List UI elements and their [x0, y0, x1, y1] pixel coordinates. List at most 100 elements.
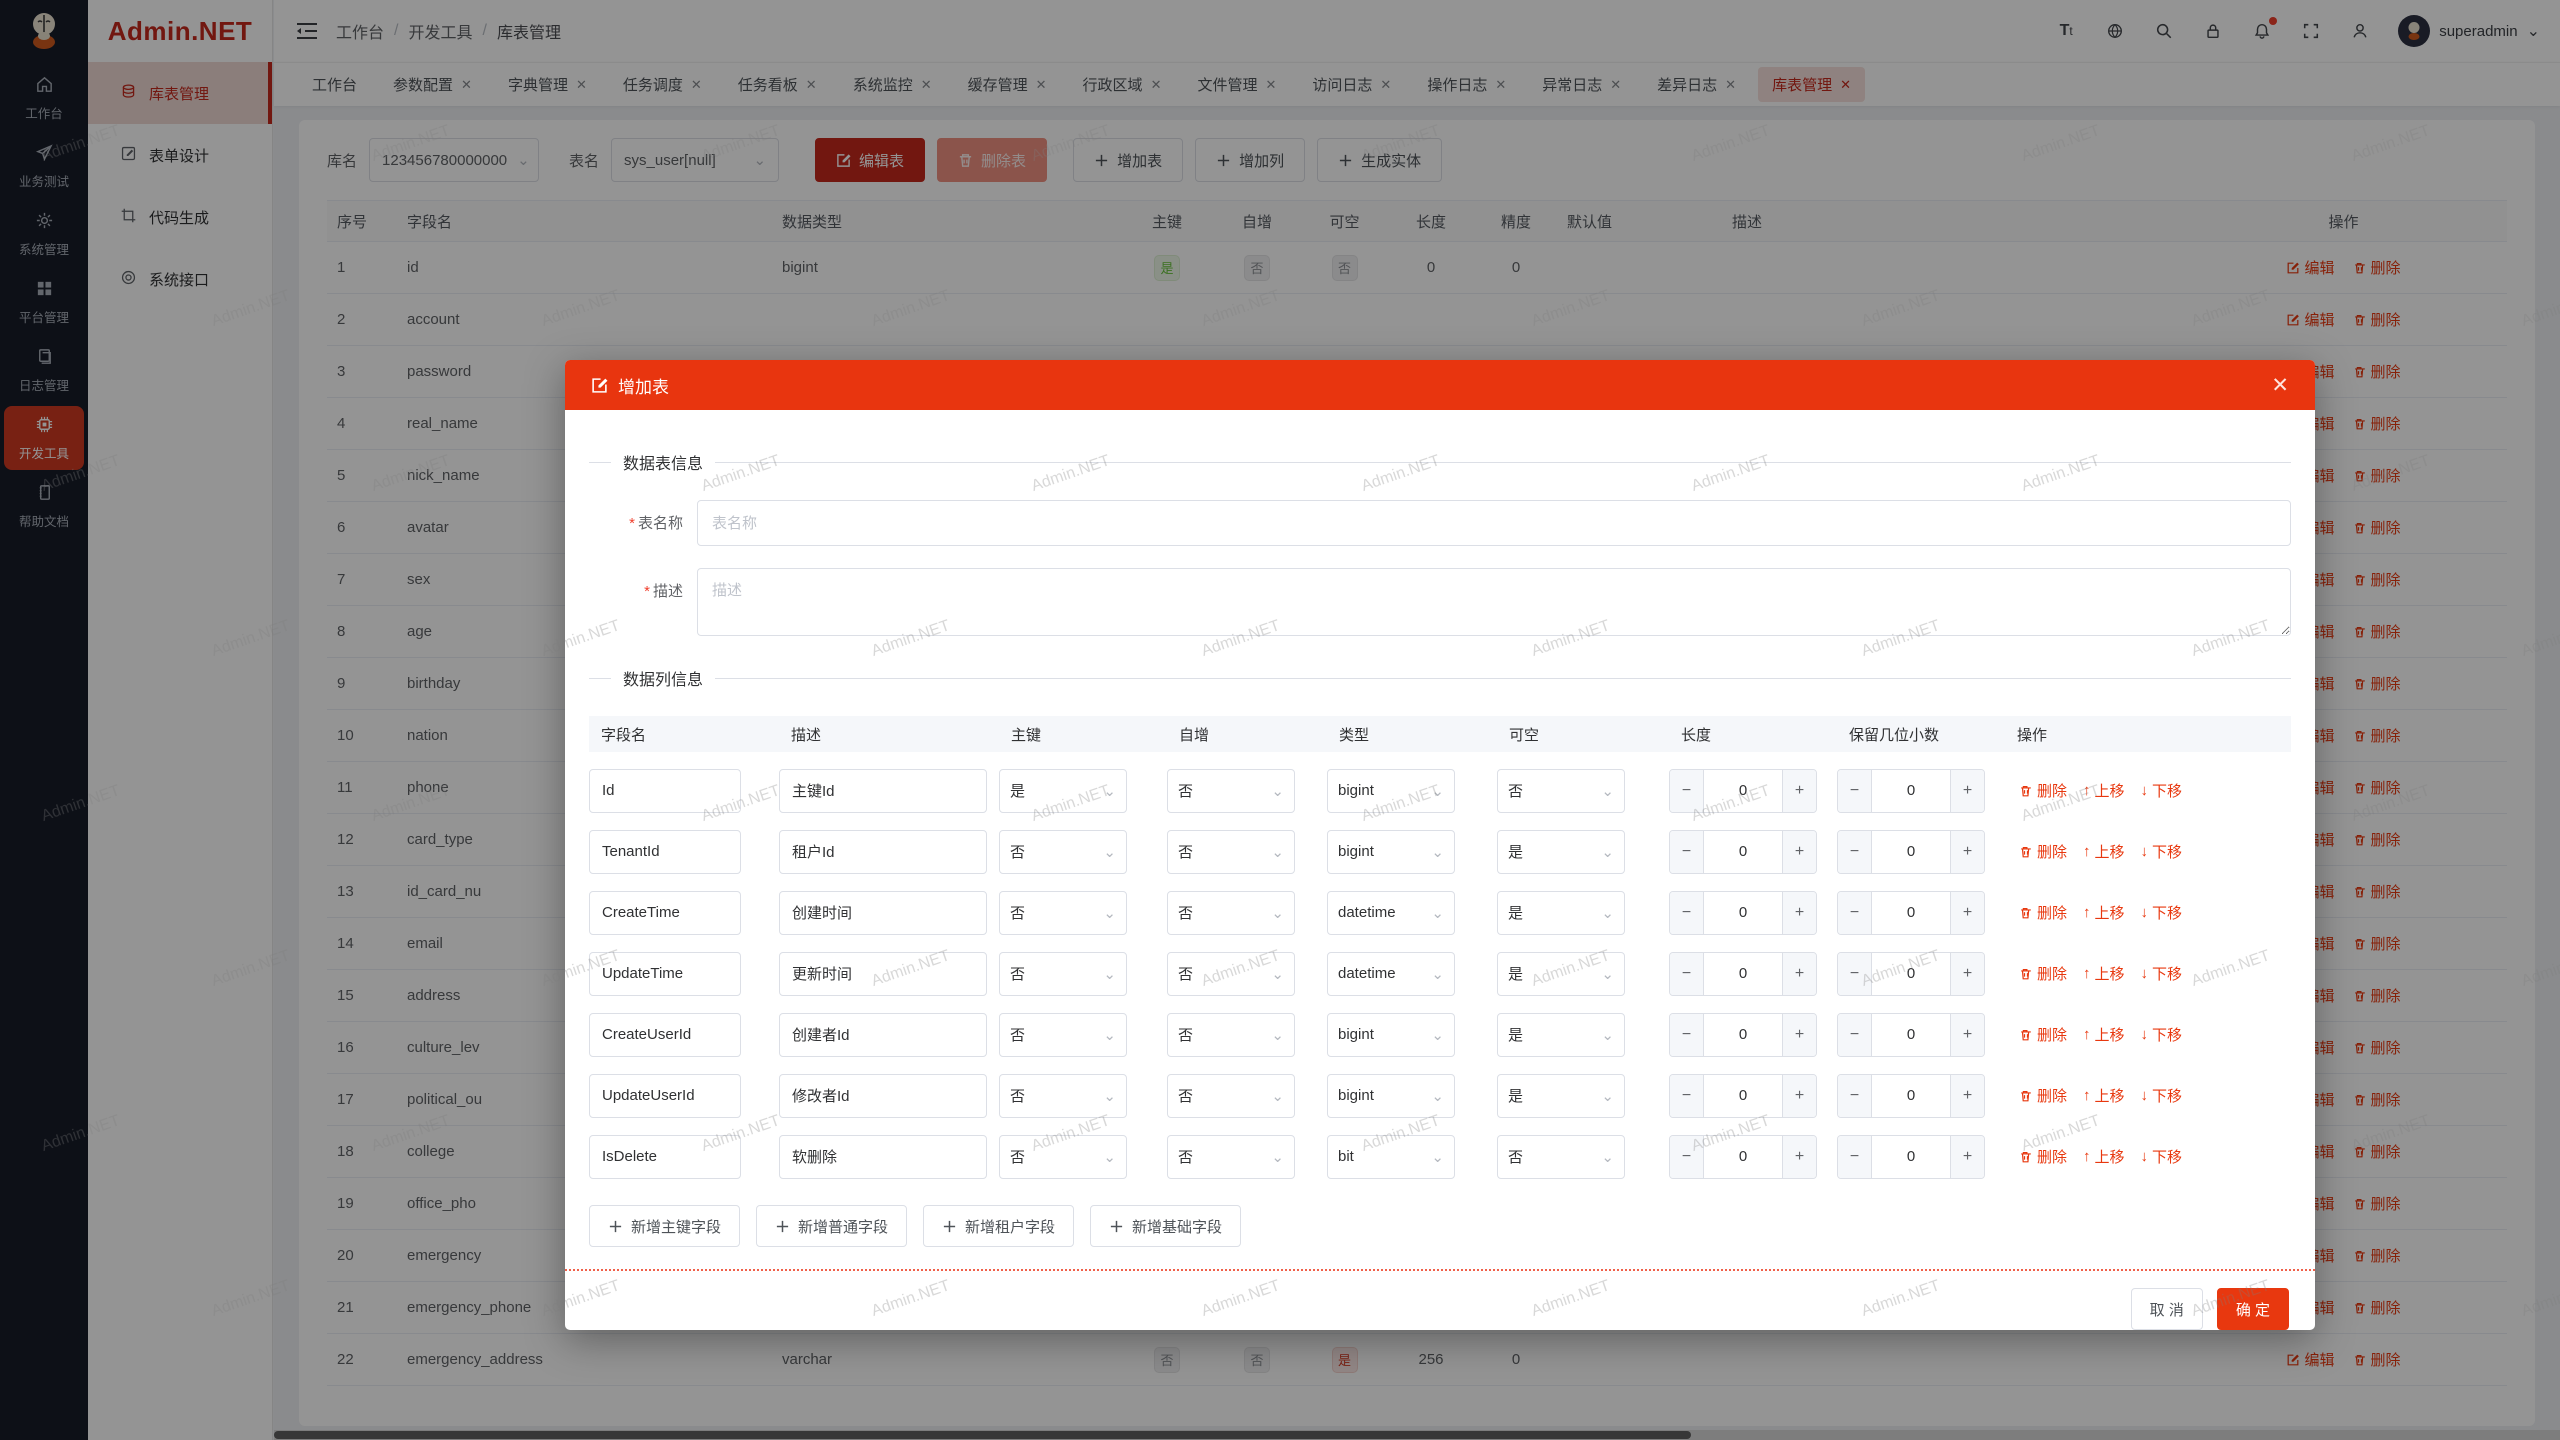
delete-row-button[interactable]: 删除 — [2353, 257, 2401, 278]
table-desc-textarea[interactable] — [697, 568, 2291, 636]
delete-row-button[interactable]: 删除 — [2353, 829, 2401, 850]
edit-row-button[interactable]: 编辑 — [2286, 309, 2335, 330]
delete-row-button[interactable]: 删除 — [2353, 1245, 2401, 1266]
field-desc-input[interactable]: 主键Id — [779, 768, 987, 813]
minus-icon[interactable]: − — [1838, 769, 1872, 812]
field-name-input[interactable]: UpdateTime — [589, 951, 741, 996]
row-select[interactable]: 否 ⌄ — [999, 1073, 1127, 1118]
lock-icon[interactable] — [2202, 20, 2224, 42]
globe-icon[interactable] — [2104, 20, 2126, 42]
delete-row-button[interactable]: 删除 — [2353, 725, 2401, 746]
close-tab-icon[interactable]: ✕ — [1495, 76, 1507, 92]
breadcrumb-item[interactable]: 工作台 — [336, 25, 385, 42]
close-tab-icon[interactable]: ✕ — [1840, 76, 1851, 92]
row-select[interactable]: bigint ⌄ — [1327, 1012, 1455, 1057]
table-name-select[interactable]: sys_user[null] ⌄ — [611, 138, 780, 182]
close-tab-icon[interactable]: ✕ — [1610, 76, 1622, 92]
plus-icon[interactable]: + — [1950, 1135, 1984, 1178]
sidebar-item[interactable]: 代码生成 — [88, 186, 272, 248]
tab-任务看板[interactable]: 任务看板 ✕ — [737, 76, 817, 95]
row-select[interactable]: 是 ⌄ — [1497, 1073, 1625, 1118]
tab-操作日志[interactable]: 操作日志 ✕ — [1427, 76, 1507, 95]
delete-table-button[interactable]: 删除表 — [937, 138, 1048, 182]
plus-icon[interactable]: + — [1782, 891, 1816, 934]
add-field-button[interactable]: 新增租户字段 — [923, 1205, 1075, 1247]
close-icon[interactable]: ✕ — [2271, 373, 2289, 397]
row-select[interactable]: 是 ⌄ — [1497, 890, 1625, 935]
tab-访问日志[interactable]: 访问日志 ✕ — [1312, 76, 1392, 95]
delete-row-button[interactable]: 删除 — [2353, 881, 2401, 902]
add-table-button[interactable]: 增加表 — [1073, 138, 1184, 182]
move-down-button[interactable]: ↓ 下移 — [2140, 782, 2183, 800]
minus-icon[interactable]: − — [1670, 769, 1704, 812]
row-select[interactable]: 否 ⌄ — [1167, 768, 1295, 813]
move-up-button[interactable]: ↑ 上移 — [2083, 843, 2125, 861]
minus-icon[interactable]: − — [1670, 830, 1704, 873]
close-tab-icon[interactable]: ✕ — [1035, 76, 1047, 92]
move-up-button[interactable]: ↑ 上移 — [2083, 904, 2125, 922]
breadcrumb-item[interactable]: 开发工具 — [408, 25, 473, 42]
field-desc-input[interactable]: 创建时间 — [779, 890, 987, 935]
move-up-button[interactable]: ↑ 上移 — [2083, 1026, 2125, 1044]
row-select[interactable]: 否 ⌄ — [1167, 1012, 1295, 1057]
close-tab-icon[interactable]: ✕ — [461, 76, 472, 92]
delete-row-button[interactable]: 删除 — [2353, 1037, 2401, 1058]
add-field-button[interactable]: 新增主键字段 — [589, 1205, 741, 1247]
close-tab-icon[interactable]: ✕ — [1265, 76, 1277, 92]
number-stepper[interactable]: −0 + — [1837, 829, 1985, 874]
number-stepper[interactable]: −0 + — [1669, 768, 1817, 813]
minus-icon[interactable]: − — [1670, 891, 1704, 934]
add-field-button[interactable]: 新增普通字段 — [756, 1205, 908, 1247]
close-tab-icon[interactable]: ✕ — [690, 76, 702, 92]
delete-row-button[interactable]: 删除 — [2353, 569, 2401, 590]
number-stepper[interactable]: −0 + — [1669, 951, 1817, 996]
delete-field-button[interactable]: 删除 — [2019, 780, 2067, 801]
tab-系统监控[interactable]: 系统监控 ✕ — [852, 76, 932, 95]
delete-row-button[interactable]: 删除 — [2353, 1349, 2401, 1370]
close-tab-icon[interactable]: ✕ — [1380, 76, 1392, 92]
minus-icon[interactable]: − — [1670, 1135, 1704, 1178]
row-select[interactable]: bigint ⌄ — [1327, 768, 1455, 813]
delete-field-button[interactable]: 删除 — [2019, 963, 2067, 984]
row-select[interactable]: 否 ⌄ — [999, 890, 1127, 935]
field-desc-input[interactable]: 更新时间 — [779, 951, 987, 996]
tab-文件管理[interactable]: 文件管理 ✕ — [1197, 76, 1277, 95]
db-name-select[interactable]: 123456780000000 ⌄ — [369, 138, 540, 182]
delete-field-button[interactable]: 删除 — [2019, 902, 2067, 923]
field-name-input[interactable]: CreateTime — [589, 890, 741, 935]
plus-icon[interactable]: + — [1950, 1074, 1984, 1117]
delete-row-button[interactable]: 删除 — [2353, 465, 2401, 486]
plus-icon[interactable]: + — [1782, 830, 1816, 873]
move-up-button[interactable]: ↑ 上移 — [2083, 965, 2125, 983]
close-tab-icon[interactable]: ✕ — [805, 76, 817, 92]
number-stepper[interactable]: −0 + — [1837, 1073, 1985, 1118]
rail-item-gear[interactable]: 系统管理 — [4, 202, 84, 266]
minus-icon[interactable]: − — [1838, 1135, 1872, 1178]
delete-row-button[interactable]: 删除 — [2353, 413, 2401, 434]
delete-field-button[interactable]: 删除 — [2019, 1024, 2067, 1045]
row-select[interactable]: bit ⌄ — [1327, 1134, 1455, 1179]
row-select[interactable]: datetime ⌄ — [1327, 890, 1455, 935]
field-name-input[interactable]: TenantId — [589, 829, 741, 874]
plus-icon[interactable]: + — [1782, 952, 1816, 995]
field-name-input[interactable]: UpdateUserId — [589, 1073, 741, 1118]
delete-row-button[interactable]: 删除 — [2353, 985, 2401, 1006]
field-desc-input[interactable]: 软删除 — [779, 1134, 987, 1179]
number-stepper[interactable]: −0 + — [1669, 1073, 1817, 1118]
move-down-button[interactable]: ↓ 下移 — [2140, 904, 2183, 922]
table-name-input[interactable] — [697, 500, 2291, 546]
tab-异常日志[interactable]: 异常日志 ✕ — [1542, 76, 1622, 95]
delete-field-button[interactable]: 删除 — [2019, 841, 2067, 862]
delete-row-button[interactable]: 删除 — [2353, 1193, 2401, 1214]
rail-item-send[interactable]: 业务测试 — [4, 134, 84, 198]
plus-icon[interactable]: + — [1950, 891, 1984, 934]
number-stepper[interactable]: −0 + — [1837, 1012, 1985, 1057]
tab-差异日志[interactable]: 差异日志 ✕ — [1657, 76, 1737, 95]
number-stepper[interactable]: −0 + — [1669, 829, 1817, 874]
tab-工作台[interactable]: 工作台 — [312, 77, 358, 94]
delete-row-button[interactable]: 删除 — [2353, 1141, 2401, 1162]
move-up-button[interactable]: ↑ 上移 — [2083, 782, 2125, 800]
tab-参数配置[interactable]: 参数配置 ✕ — [393, 76, 472, 95]
row-select[interactable]: 是 ⌄ — [1497, 951, 1625, 996]
generate-entity-button[interactable]: 生成实体 — [1317, 138, 1443, 182]
